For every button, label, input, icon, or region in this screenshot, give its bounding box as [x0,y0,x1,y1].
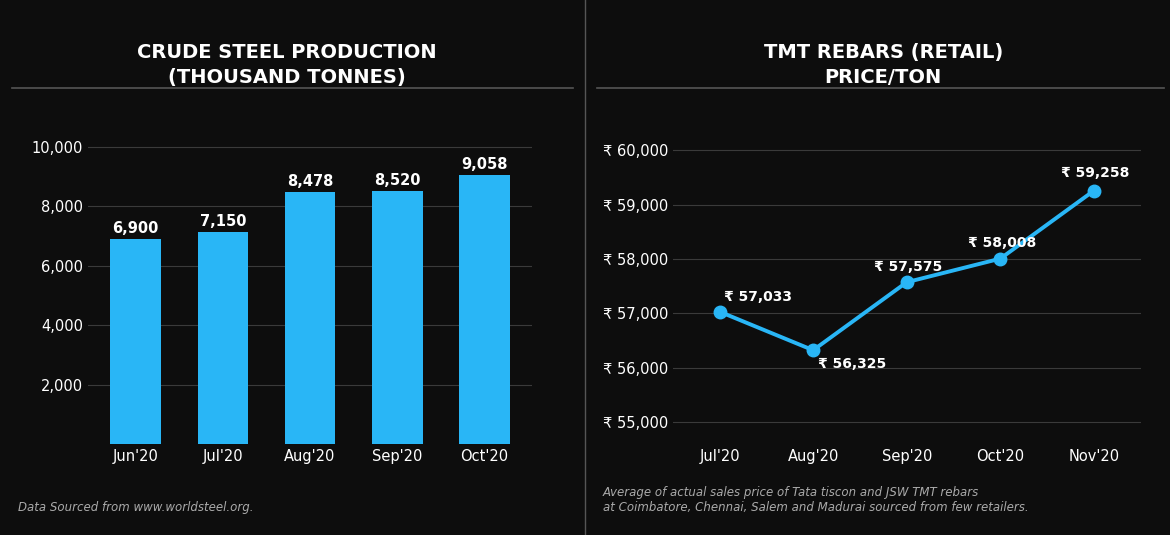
Text: 7,150: 7,150 [200,213,246,228]
Bar [110,239,161,444]
Text: 8,478: 8,478 [287,174,333,189]
Bar [372,191,422,444]
Text: TMT REBARS (RETAIL)
PRICE/TON: TMT REBARS (RETAIL) PRICE/TON [764,43,1003,87]
Text: Average of actual sales price of Tata tiscon and JSW TMT rebars
at Coimbatore, C: Average of actual sales price of Tata ti… [603,486,1028,514]
Text: CRUDE STEEL PRODUCTION
(THOUSAND TONNES): CRUDE STEEL PRODUCTION (THOUSAND TONNES) [137,43,436,87]
Text: ₹ 59,258: ₹ 59,258 [1061,166,1129,180]
Bar [284,192,336,444]
Bar [198,232,248,444]
Text: ₹ 56,325: ₹ 56,325 [818,357,886,371]
Text: ₹ 58,008: ₹ 58,008 [968,236,1035,250]
Text: Data Sourced from www.worldsteel.org.: Data Sourced from www.worldsteel.org. [18,501,253,514]
Bar [459,175,510,444]
Text: ₹ 57,575: ₹ 57,575 [874,260,942,274]
Text: 8,520: 8,520 [374,173,420,188]
Text: 6,900: 6,900 [112,221,159,236]
Text: ₹ 57,033: ₹ 57,033 [724,289,792,303]
Text: 9,058: 9,058 [461,157,508,172]
